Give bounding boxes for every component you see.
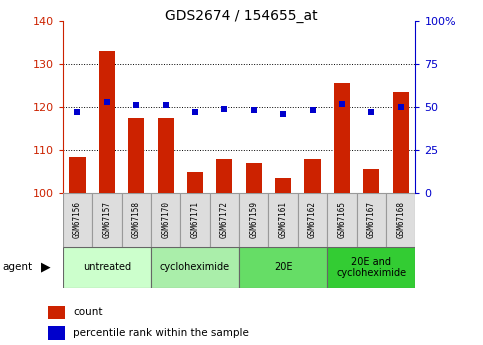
Point [221, 106, 228, 111]
Bar [151, 193, 180, 247]
Bar [151, 247, 239, 288]
Bar [157, 118, 174, 193]
Point [338, 101, 346, 106]
Bar [393, 92, 409, 193]
Bar [334, 83, 350, 193]
Text: GSM67162: GSM67162 [308, 201, 317, 238]
Bar [99, 51, 115, 193]
Bar [122, 193, 151, 247]
Point [309, 108, 316, 113]
Point [73, 109, 81, 115]
Bar [269, 193, 298, 247]
Point [191, 109, 199, 115]
Text: ▶: ▶ [41, 261, 51, 274]
Text: GSM67167: GSM67167 [367, 201, 376, 238]
Text: untreated: untreated [83, 263, 131, 272]
Bar [298, 193, 327, 247]
Bar [92, 193, 122, 247]
Point [103, 99, 111, 105]
Text: 20E: 20E [274, 263, 292, 272]
Text: cycloheximide: cycloheximide [160, 263, 230, 272]
Text: GSM67161: GSM67161 [279, 201, 288, 238]
Bar [63, 247, 151, 288]
Point [162, 102, 170, 108]
Text: GSM67170: GSM67170 [161, 201, 170, 238]
Bar [63, 193, 92, 247]
Bar [180, 193, 210, 247]
Bar [304, 159, 321, 193]
Bar [239, 247, 327, 288]
Text: GSM67159: GSM67159 [249, 201, 258, 238]
Point [250, 108, 257, 113]
Text: GSM67165: GSM67165 [338, 201, 346, 238]
Bar [327, 247, 415, 288]
Bar [70, 157, 85, 193]
Text: GSM67171: GSM67171 [190, 201, 199, 238]
Bar [386, 193, 415, 247]
Text: GSM67172: GSM67172 [220, 201, 229, 238]
Text: GSM67156: GSM67156 [73, 201, 82, 238]
Text: GSM67168: GSM67168 [396, 201, 405, 238]
Text: agent: agent [2, 263, 32, 272]
Bar [356, 193, 386, 247]
Point [279, 111, 287, 117]
Bar [48, 326, 65, 339]
Point [397, 104, 405, 110]
Bar [48, 306, 65, 319]
Text: count: count [73, 307, 103, 317]
Bar [128, 118, 144, 193]
Text: GDS2674 / 154655_at: GDS2674 / 154655_at [165, 9, 318, 23]
Point [368, 109, 375, 115]
Point [132, 102, 140, 108]
Text: percentile rank within the sample: percentile rank within the sample [73, 328, 249, 338]
Text: 20E and
cycloheximide: 20E and cycloheximide [336, 257, 406, 278]
Text: GSM67158: GSM67158 [132, 201, 141, 238]
Bar [216, 159, 232, 193]
Bar [327, 193, 356, 247]
Bar [187, 171, 203, 193]
Text: GSM67157: GSM67157 [102, 201, 112, 238]
Bar [246, 163, 262, 193]
Bar [363, 169, 379, 193]
Bar [239, 193, 269, 247]
Bar [275, 178, 291, 193]
Bar [210, 193, 239, 247]
